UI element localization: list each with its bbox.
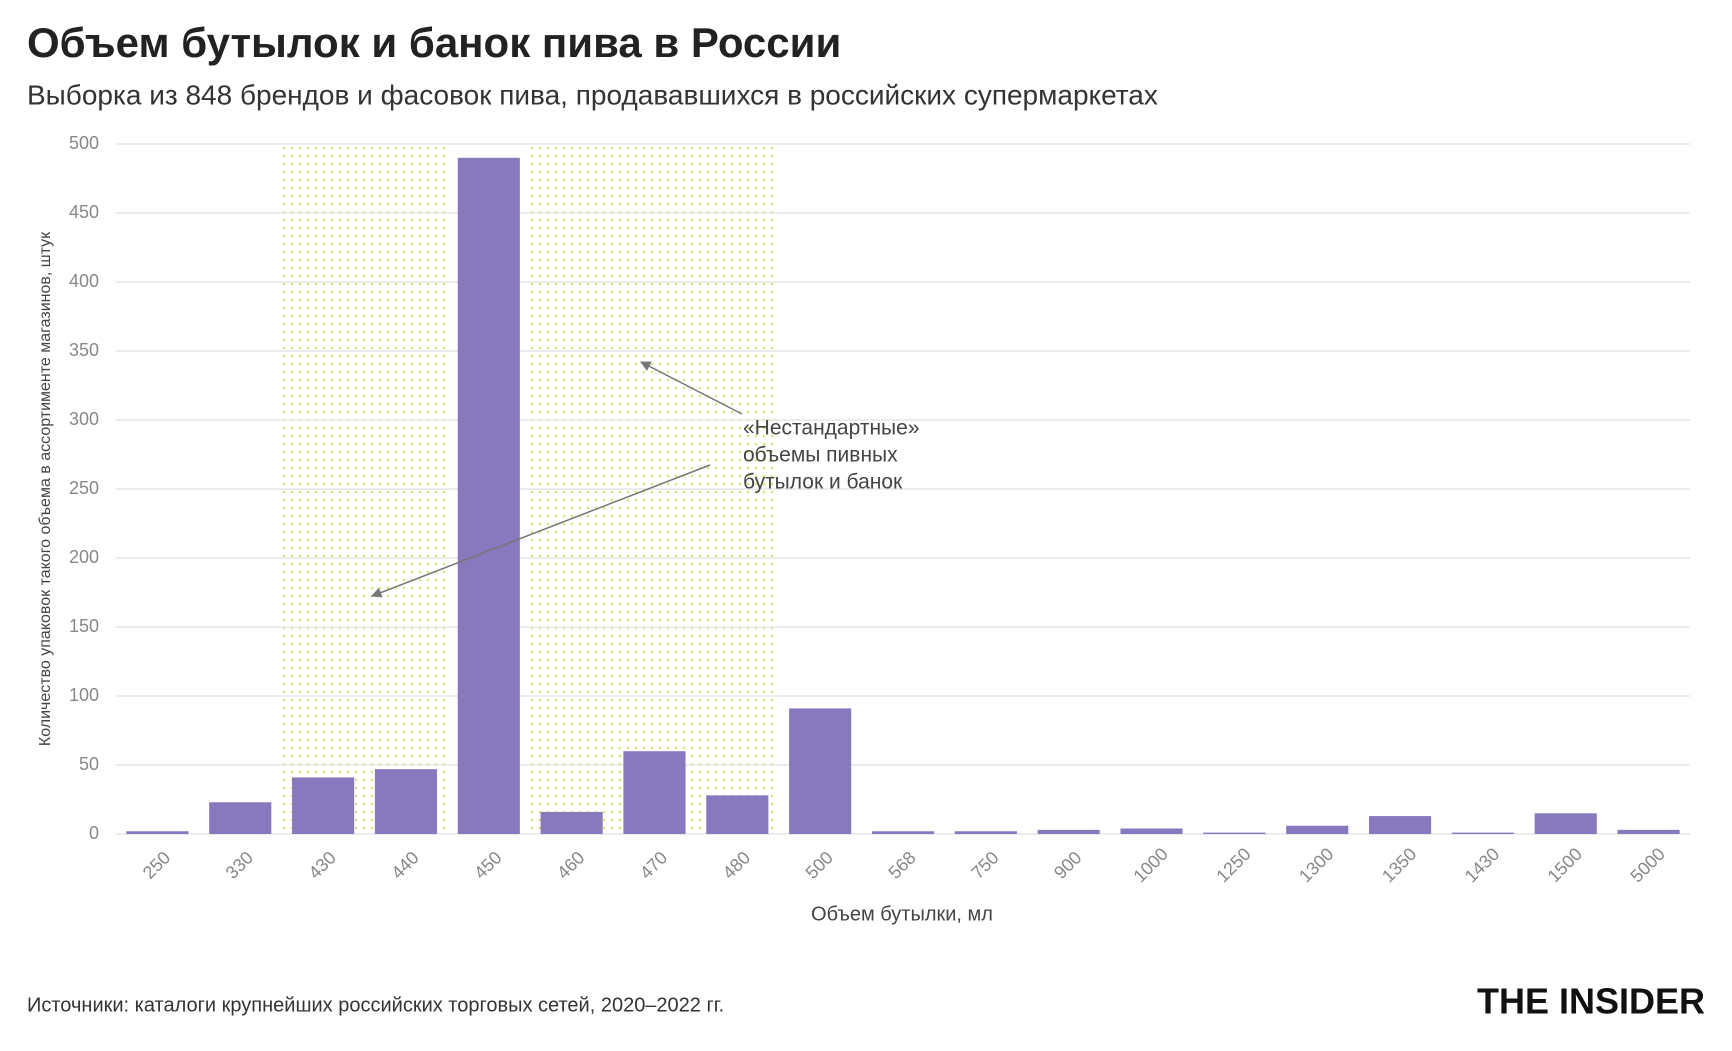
x-tick-label: 1300 (1295, 844, 1337, 886)
y-tick-label: 250 (69, 478, 99, 498)
x-tick-label: 900 (1050, 847, 1085, 882)
bar (954, 831, 1017, 834)
y-axis-label: Количество упаковок такого объема в ассо… (37, 231, 54, 746)
bar (1617, 829, 1680, 834)
y-tick-label: 450 (69, 202, 99, 222)
y-tick-label: 350 (69, 340, 99, 360)
x-tick-label: 568 (884, 847, 919, 882)
bar (623, 751, 686, 834)
bar (540, 811, 603, 834)
annotation-arrow (371, 464, 711, 598)
chart-title: Объем бутылок и банок пива в России (27, 19, 841, 66)
bar (1534, 813, 1597, 834)
y-tick-label: 100 (69, 685, 99, 705)
x-tick-label: 430 (305, 847, 340, 882)
bar (789, 708, 852, 834)
bar (292, 777, 355, 834)
x-tick-label: 500 (802, 847, 837, 882)
x-tick-label: 1350 (1378, 844, 1420, 886)
chart-subtitle: Выборка из 848 брендов и фасовок пива, п… (27, 79, 1158, 110)
x-tick-label: 1430 (1461, 844, 1503, 886)
bar (126, 831, 189, 834)
x-tick-label: 250 (139, 847, 174, 882)
bar (1120, 828, 1183, 834)
annotation-text: бутылок и банок (743, 471, 903, 494)
x-tick-label: 750 (967, 847, 1002, 882)
y-tick-label: 150 (69, 616, 99, 636)
bar (374, 769, 438, 834)
x-tick-label: 1000 (1129, 844, 1171, 886)
x-tick-label: 330 (222, 847, 257, 882)
x-tick-label: 480 (719, 847, 754, 882)
bar (209, 802, 272, 834)
x-tick-label: 1500 (1544, 844, 1586, 886)
bar (1203, 832, 1266, 834)
source: Источники: каталоги крупнейших российски… (27, 994, 724, 1016)
y-tick-label: 0 (89, 823, 99, 843)
bar (1368, 816, 1432, 834)
bar (1451, 832, 1514, 834)
y-tick-label: 300 (69, 409, 99, 429)
annotation-text: объемы пивных (743, 444, 898, 467)
x-tick-label: 450 (470, 847, 505, 882)
x-tick-label: 440 (387, 847, 422, 882)
logo: THE INSIDER (1477, 981, 1705, 1022)
annotation-text: «Нестандартные» (743, 417, 920, 440)
bar (706, 795, 769, 834)
x-tick-label: 460 (553, 847, 588, 882)
y-tick-label: 500 (69, 133, 99, 153)
y-tick-label: 400 (69, 271, 99, 291)
bar (1286, 825, 1349, 834)
bar (457, 157, 520, 835)
x-tick-label: 470 (636, 847, 671, 882)
bar (1037, 829, 1100, 834)
annotation-arrow (640, 361, 743, 415)
y-tick-label: 50 (79, 754, 99, 774)
x-tick-label: 1250 (1212, 844, 1254, 886)
x-tick-label: 5000 (1626, 844, 1668, 886)
x-axis-label: Объем бутылки, мл (811, 903, 993, 925)
bar (871, 831, 935, 834)
y-tick-label: 200 (69, 547, 99, 567)
